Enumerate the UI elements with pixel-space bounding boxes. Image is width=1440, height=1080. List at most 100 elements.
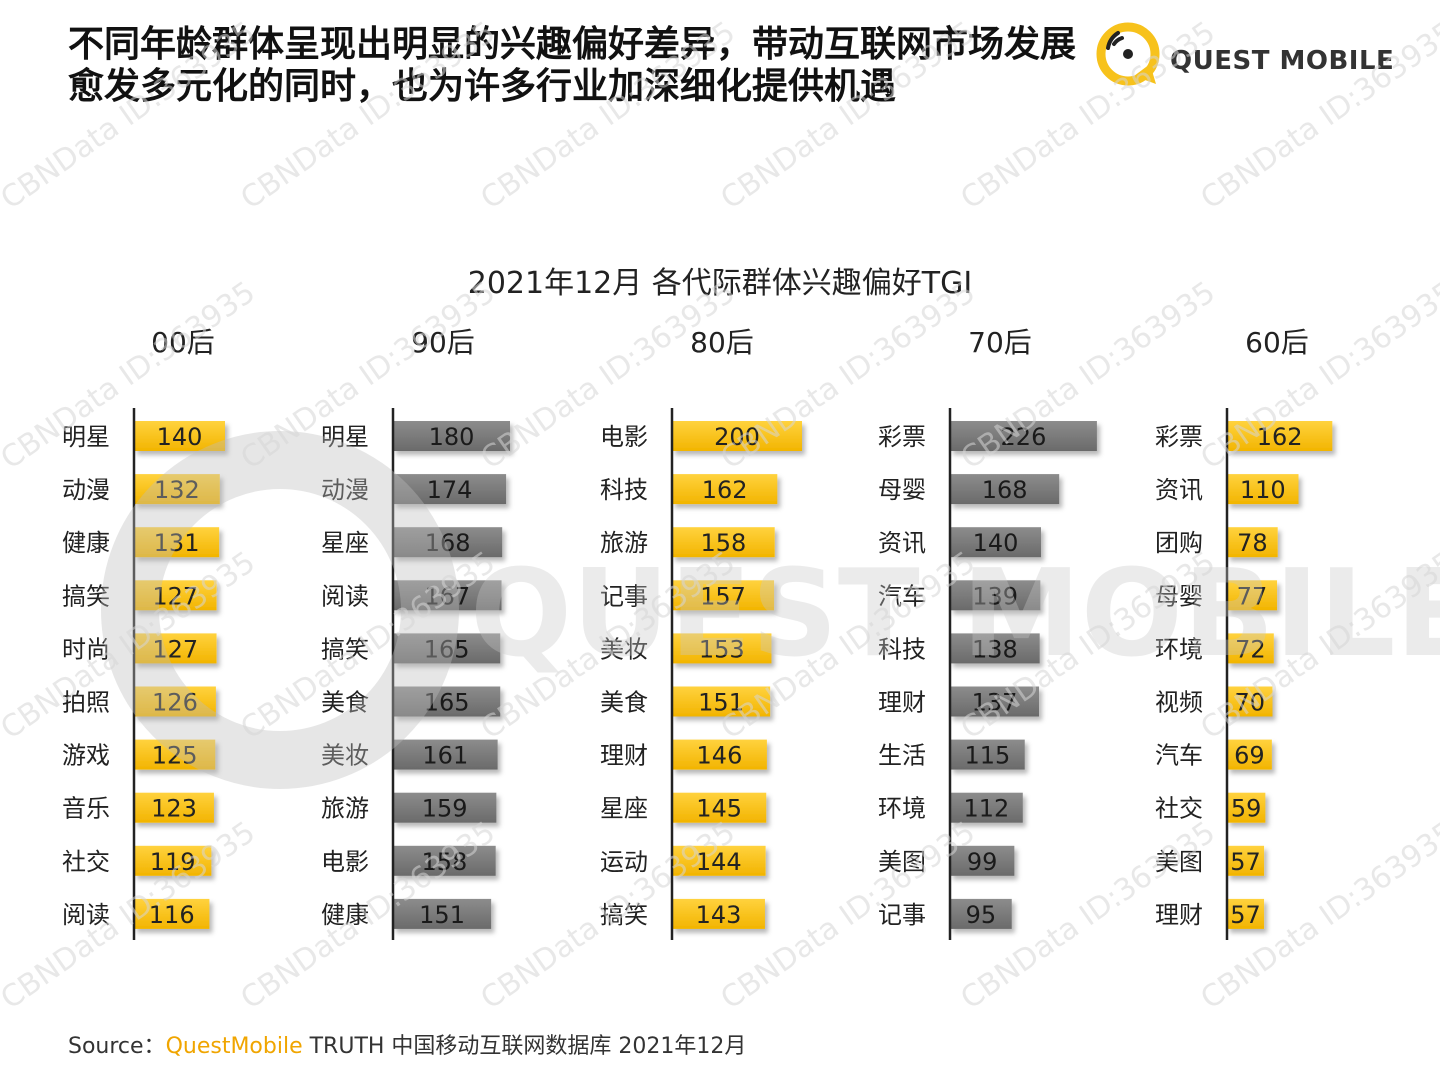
headline-line-2: 愈发多元化的同时，也为许多行业加深细化提供机遇: [68, 66, 897, 107]
panel-header: 00后: [151, 326, 215, 359]
category-label: 美食: [600, 689, 648, 717]
value-label: 168: [425, 529, 471, 557]
bar: [134, 845, 212, 876]
category-label: 社交: [1155, 795, 1203, 823]
value-label: 145: [696, 795, 742, 823]
bar: [393, 474, 507, 505]
category-label: 环境: [878, 795, 926, 823]
category-label: 旅游: [600, 529, 648, 557]
value-label: 69: [1234, 742, 1265, 770]
category-label: 音乐: [62, 795, 110, 823]
bar: [1227, 739, 1272, 770]
source-rest: TRUTH 中国移动互联网数据库 2021年12月: [302, 1034, 747, 1059]
bar: [950, 474, 1060, 505]
bar: [950, 792, 1023, 823]
bar: [393, 898, 492, 929]
bar: [393, 686, 501, 717]
value-label: 125: [152, 742, 198, 770]
value-label: 57: [1230, 901, 1261, 929]
category-label: 星座: [321, 529, 369, 557]
category-label: 团购: [1155, 529, 1203, 557]
category-label: 游戏: [62, 742, 110, 770]
value-label: 161: [422, 742, 468, 770]
category-label: 环境: [1155, 635, 1203, 663]
bar: [134, 421, 225, 451]
category-label: 时尚: [62, 635, 110, 663]
bar: [672, 580, 775, 611]
value-label: 132: [154, 476, 200, 504]
category-label: 美妆: [600, 635, 648, 663]
value-label: 131: [154, 529, 200, 557]
panel-header: 60后: [1245, 326, 1309, 359]
category-label: 明星: [62, 423, 110, 451]
panel-header: 80后: [690, 326, 754, 359]
bar: [950, 739, 1025, 770]
value-label: 138: [972, 635, 1018, 663]
bar: [393, 792, 497, 823]
category-label: 健康: [62, 529, 110, 557]
source-prefix: Source：: [68, 1034, 166, 1059]
value-label: 99: [967, 848, 998, 876]
value-label: 162: [1257, 423, 1303, 451]
panel-header: 70后: [968, 326, 1032, 359]
logo-text: QUEST MOBILE: [1170, 46, 1395, 76]
category-label: 记事: [600, 582, 648, 610]
category-label: 社交: [62, 848, 110, 876]
category-label: 阅读: [321, 582, 369, 610]
value-label: 126: [152, 689, 198, 717]
category-label: 动漫: [62, 476, 110, 504]
category-label: 母婴: [1155, 582, 1203, 610]
bar: [134, 474, 220, 505]
category-label: 视频: [1155, 689, 1203, 717]
bar: [1227, 633, 1274, 664]
bar: [1227, 845, 1265, 876]
bar: [1227, 792, 1266, 823]
bar: [950, 898, 1012, 929]
bar: [950, 686, 1040, 717]
bar: [672, 421, 802, 451]
value-label: 140: [973, 529, 1019, 557]
category-label: 科技: [878, 635, 926, 663]
category-label: 汽车: [1155, 742, 1203, 770]
bar: [134, 792, 214, 823]
value-label: 78: [1237, 529, 1268, 557]
source-brand: QuestMobile: [165, 1034, 303, 1059]
category-label: 拍照: [62, 689, 110, 717]
category-label: 运动: [600, 848, 648, 876]
bar: [393, 580, 502, 611]
bar: [1227, 686, 1273, 717]
category-label: 搞笑: [600, 901, 648, 929]
category-label: 阅读: [62, 901, 110, 929]
value-label: 139: [972, 582, 1018, 610]
category-label: 母婴: [878, 476, 926, 504]
category-label: 动漫: [321, 476, 369, 504]
category-label: 星座: [600, 795, 648, 823]
category-label: 美食: [321, 689, 369, 717]
value-label: 115: [964, 742, 1010, 770]
value-label: 158: [700, 529, 746, 557]
category-label: 电影: [321, 848, 369, 876]
bar: [134, 898, 210, 929]
bar: [950, 580, 1041, 611]
bar: [1227, 527, 1278, 558]
value-label: 112: [963, 795, 1009, 823]
value-label: 200: [714, 423, 760, 451]
bar: [672, 845, 766, 876]
category-label: 彩票: [1155, 423, 1203, 451]
value-label: 167: [424, 582, 470, 610]
value-label: 143: [696, 901, 742, 929]
bar: [134, 686, 216, 717]
category-label: 健康: [321, 901, 369, 929]
value-label: 127: [152, 635, 198, 663]
bar: [134, 739, 216, 770]
bar: [1227, 580, 1278, 611]
category-label: 资讯: [878, 529, 926, 557]
category-label: 汽车: [878, 582, 926, 610]
bar: [1227, 421, 1333, 451]
source-note: Source：QuestMobile TRUTH 中国移动互联网数据库 2021…: [68, 1028, 746, 1060]
category-label: 搞笑: [62, 582, 110, 610]
